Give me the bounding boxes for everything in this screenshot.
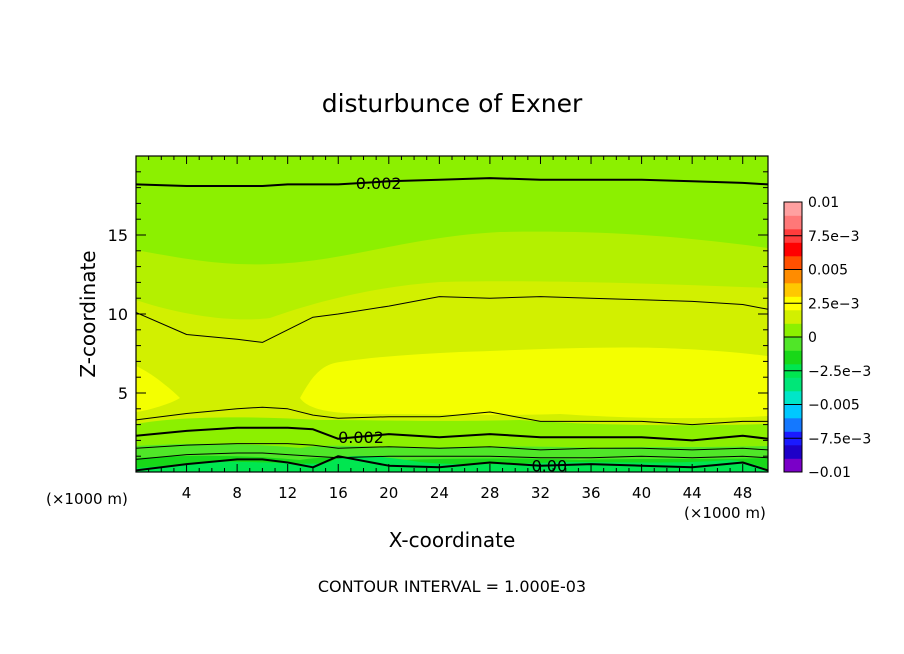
colorbar-label: 0.005	[808, 263, 848, 279]
colorbar-swatch	[784, 242, 802, 257]
colorbar-label: 7.5e−3	[808, 229, 860, 245]
fill-band-core	[136, 366, 180, 412]
contour-line	[136, 177, 768, 187]
x-unit-left: (×1000 m)	[46, 490, 128, 508]
x-tick-label: 40	[632, 484, 651, 502]
contour-line	[136, 455, 768, 472]
colorbar-label: −2.5e−3	[808, 364, 871, 380]
contour-line	[136, 426, 768, 442]
x-tick-label: 20	[379, 484, 398, 502]
contour-label: 0.002	[338, 428, 384, 447]
contour-lines	[136, 177, 768, 472]
contour-label: 0.002	[356, 174, 402, 193]
x-unit-right: (×1000 m)	[684, 504, 766, 522]
colorbar-label: −7.5e−3	[808, 431, 871, 447]
colorbar-label: 0.01	[808, 195, 839, 211]
colorbar-swatch	[784, 377, 802, 392]
colorbar-swatch	[784, 445, 802, 459]
x-tick-label: 4	[182, 484, 192, 502]
colorbar-swatch	[784, 404, 802, 419]
colorbar-label: 2.5e−3	[808, 296, 860, 312]
colorbar-swatch	[784, 215, 802, 230]
colorbar-swatch	[784, 337, 802, 351]
contour-fills	[136, 156, 768, 472]
x-tick-label: 44	[683, 484, 702, 502]
y-axis-ticks: 5 10 15	[108, 171, 768, 457]
contour-line	[136, 296, 768, 343]
colorbar-swatch	[784, 350, 802, 365]
colorbar-swatch	[784, 256, 802, 270]
y-tick-label: 10	[108, 305, 128, 324]
colorbar-label: 0	[808, 330, 817, 346]
x-tick-label: 28	[480, 484, 499, 502]
chart-title: disturbunce of Exner	[322, 89, 583, 118]
colorbar-swatch	[784, 323, 802, 338]
colorbar-label: −0.01	[808, 465, 851, 481]
x-tick-label: 48	[733, 484, 752, 502]
contour-line	[136, 443, 768, 451]
x-tick-label: 36	[581, 484, 600, 502]
x-tick-label: 24	[430, 484, 449, 502]
x-axis-ticks: 4 8 12 16 20 24 28 32 36 40 44 48	[148, 156, 756, 502]
colorbar-label: −0.005	[808, 398, 860, 414]
colorbar-swatch	[784, 310, 802, 324]
x-tick-label: 16	[329, 484, 348, 502]
contour-line	[136, 406, 768, 426]
colorbar-swatch	[784, 202, 802, 216]
y-axis-label: Z-coordinate	[76, 250, 100, 377]
colorbar-swatch	[784, 458, 802, 473]
contour-line	[136, 452, 768, 460]
colorbar-swatch	[784, 269, 802, 284]
x-tick-label: 12	[278, 484, 297, 502]
colorbar-swatch	[784, 391, 802, 405]
x-tick-label: 32	[531, 484, 550, 502]
fill-band-lower	[136, 455, 768, 472]
fill-band-core	[300, 347, 768, 419]
x-tick-label: 8	[232, 484, 242, 502]
y-tick-label: 5	[118, 384, 128, 403]
colorbar-swatch	[784, 283, 802, 297]
x-axis-label: X-coordinate	[389, 528, 516, 552]
colorbar: 0.01 7.5e−3 0.005 2.5e−3 0 −2.5e−3 −0.005 −7.5e…	[783, 195, 871, 481]
contour-label: 0.00	[532, 457, 568, 476]
y-tick-label: 15	[108, 226, 128, 245]
colorbar-swatch	[784, 418, 802, 432]
footer-note: CONTOUR INTERVAL = 1.000E-03	[318, 577, 586, 596]
